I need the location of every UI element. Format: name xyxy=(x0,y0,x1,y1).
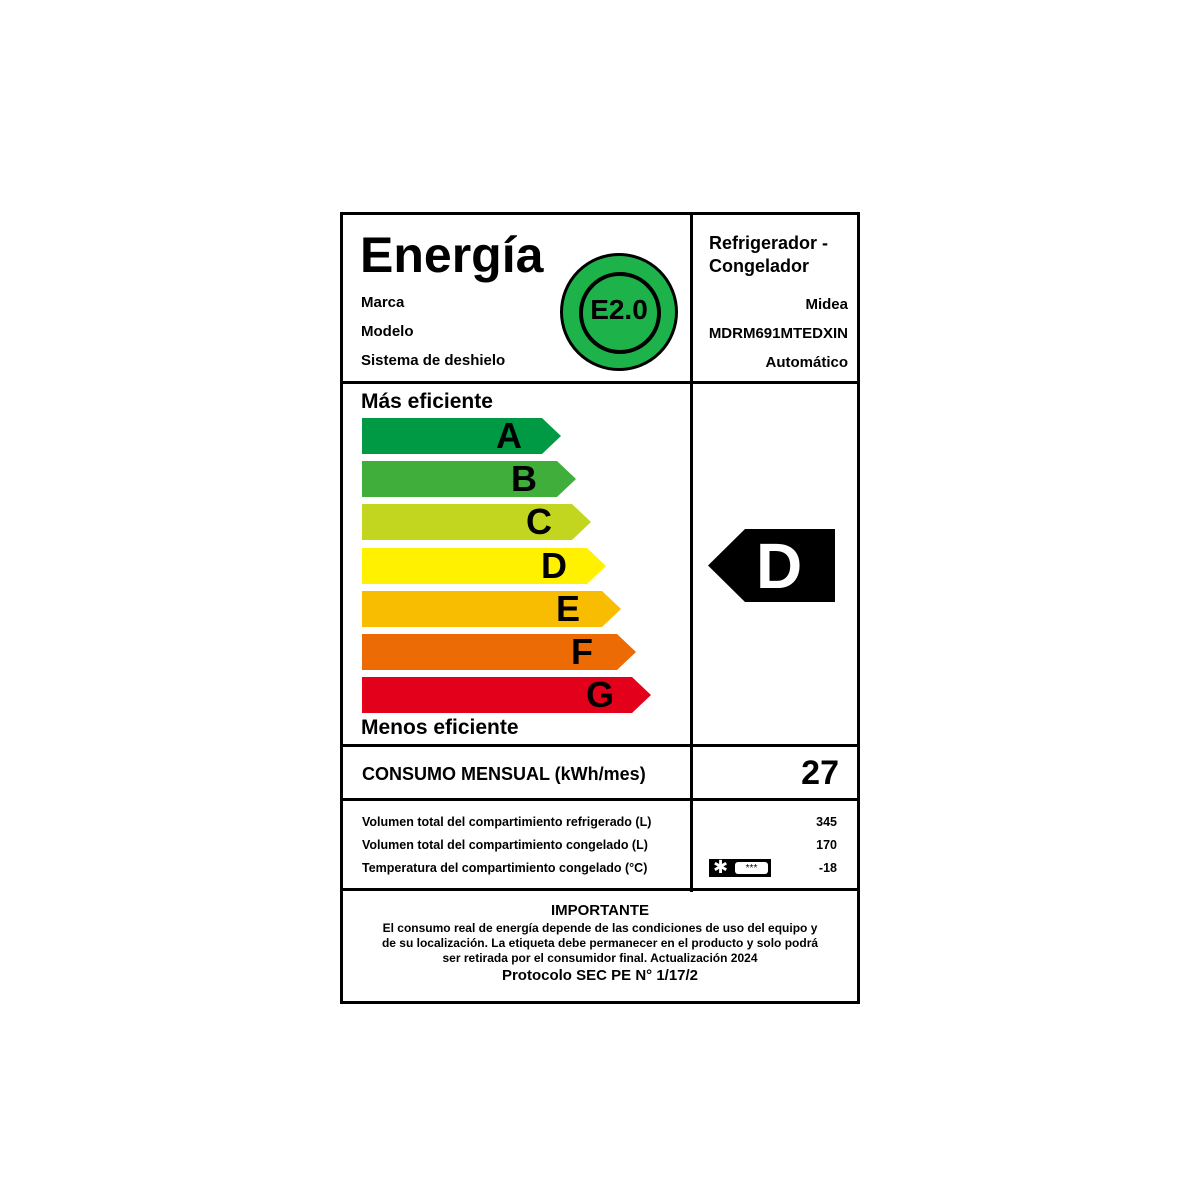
rating-indicator: D xyxy=(708,529,835,602)
notice-title: IMPORTANTE xyxy=(550,902,650,919)
energy-class-letter: C xyxy=(526,501,552,543)
product-type: Refrigerador - Congelador xyxy=(709,233,829,276)
rating-letter: D xyxy=(756,530,803,602)
consumption-value: 27 xyxy=(801,754,839,792)
energy-class-letter: G xyxy=(586,674,615,716)
energy-class-letter: A xyxy=(496,415,522,456)
energy-class-bar-f: F xyxy=(362,631,636,672)
model-value: MDRM691MTEDXIN xyxy=(708,325,848,342)
notice-text: El consumo real de energía depende de la… xyxy=(381,921,819,965)
spec-label: Temperatura del compartimiento congelado… xyxy=(362,861,648,875)
brand-value: Midea xyxy=(805,296,848,313)
e2-badge: E2.0 xyxy=(560,253,678,371)
energy-label xyxy=(340,212,860,1004)
label-title: Energía xyxy=(360,227,544,283)
energy-class-letter: F xyxy=(571,631,593,672)
divider xyxy=(690,212,693,892)
scale-bottom-label: Menos eficiente xyxy=(361,716,519,739)
divider xyxy=(340,798,860,801)
divider xyxy=(340,744,860,747)
defrost-value: Automático xyxy=(765,354,849,371)
field-model-label: Modelo xyxy=(361,323,414,340)
energy-class-bar-b: B xyxy=(362,458,576,500)
energy-class-bar-d: D xyxy=(362,544,606,586)
energy-class-bar-c: C xyxy=(362,501,591,543)
energy-class-bar-a: A xyxy=(362,415,561,456)
field-defrost-label: Sistema de deshielo xyxy=(361,352,506,369)
energy-class-letter: D xyxy=(541,544,567,586)
spec-value: 170 xyxy=(816,838,837,852)
energy-class-bar-e: E xyxy=(362,587,621,629)
spec-label: Volumen total del compartimiento congela… xyxy=(362,838,648,852)
spec-value: -18 xyxy=(818,861,837,875)
divider xyxy=(340,381,860,384)
energy-class-letter: E xyxy=(556,587,581,629)
field-brand-label: Marca xyxy=(361,294,405,311)
consumption-label: CONSUMO MENSUAL (kWh/mes) xyxy=(362,764,646,784)
spec-label: Volumen total del compartimiento refrige… xyxy=(362,815,652,829)
freezer-star-icon: ✱ *** xyxy=(709,857,771,877)
badge-text: E2.0 xyxy=(590,294,648,325)
scale-top-label: Más eficiente xyxy=(361,390,493,413)
energy-class-letter: B xyxy=(511,458,537,500)
energy-class-bar-g: G xyxy=(362,674,651,716)
notice-protocol: Protocolo SEC PE N° 1/17/2 xyxy=(501,967,699,984)
divider xyxy=(340,888,860,891)
spec-value: 345 xyxy=(816,815,837,829)
